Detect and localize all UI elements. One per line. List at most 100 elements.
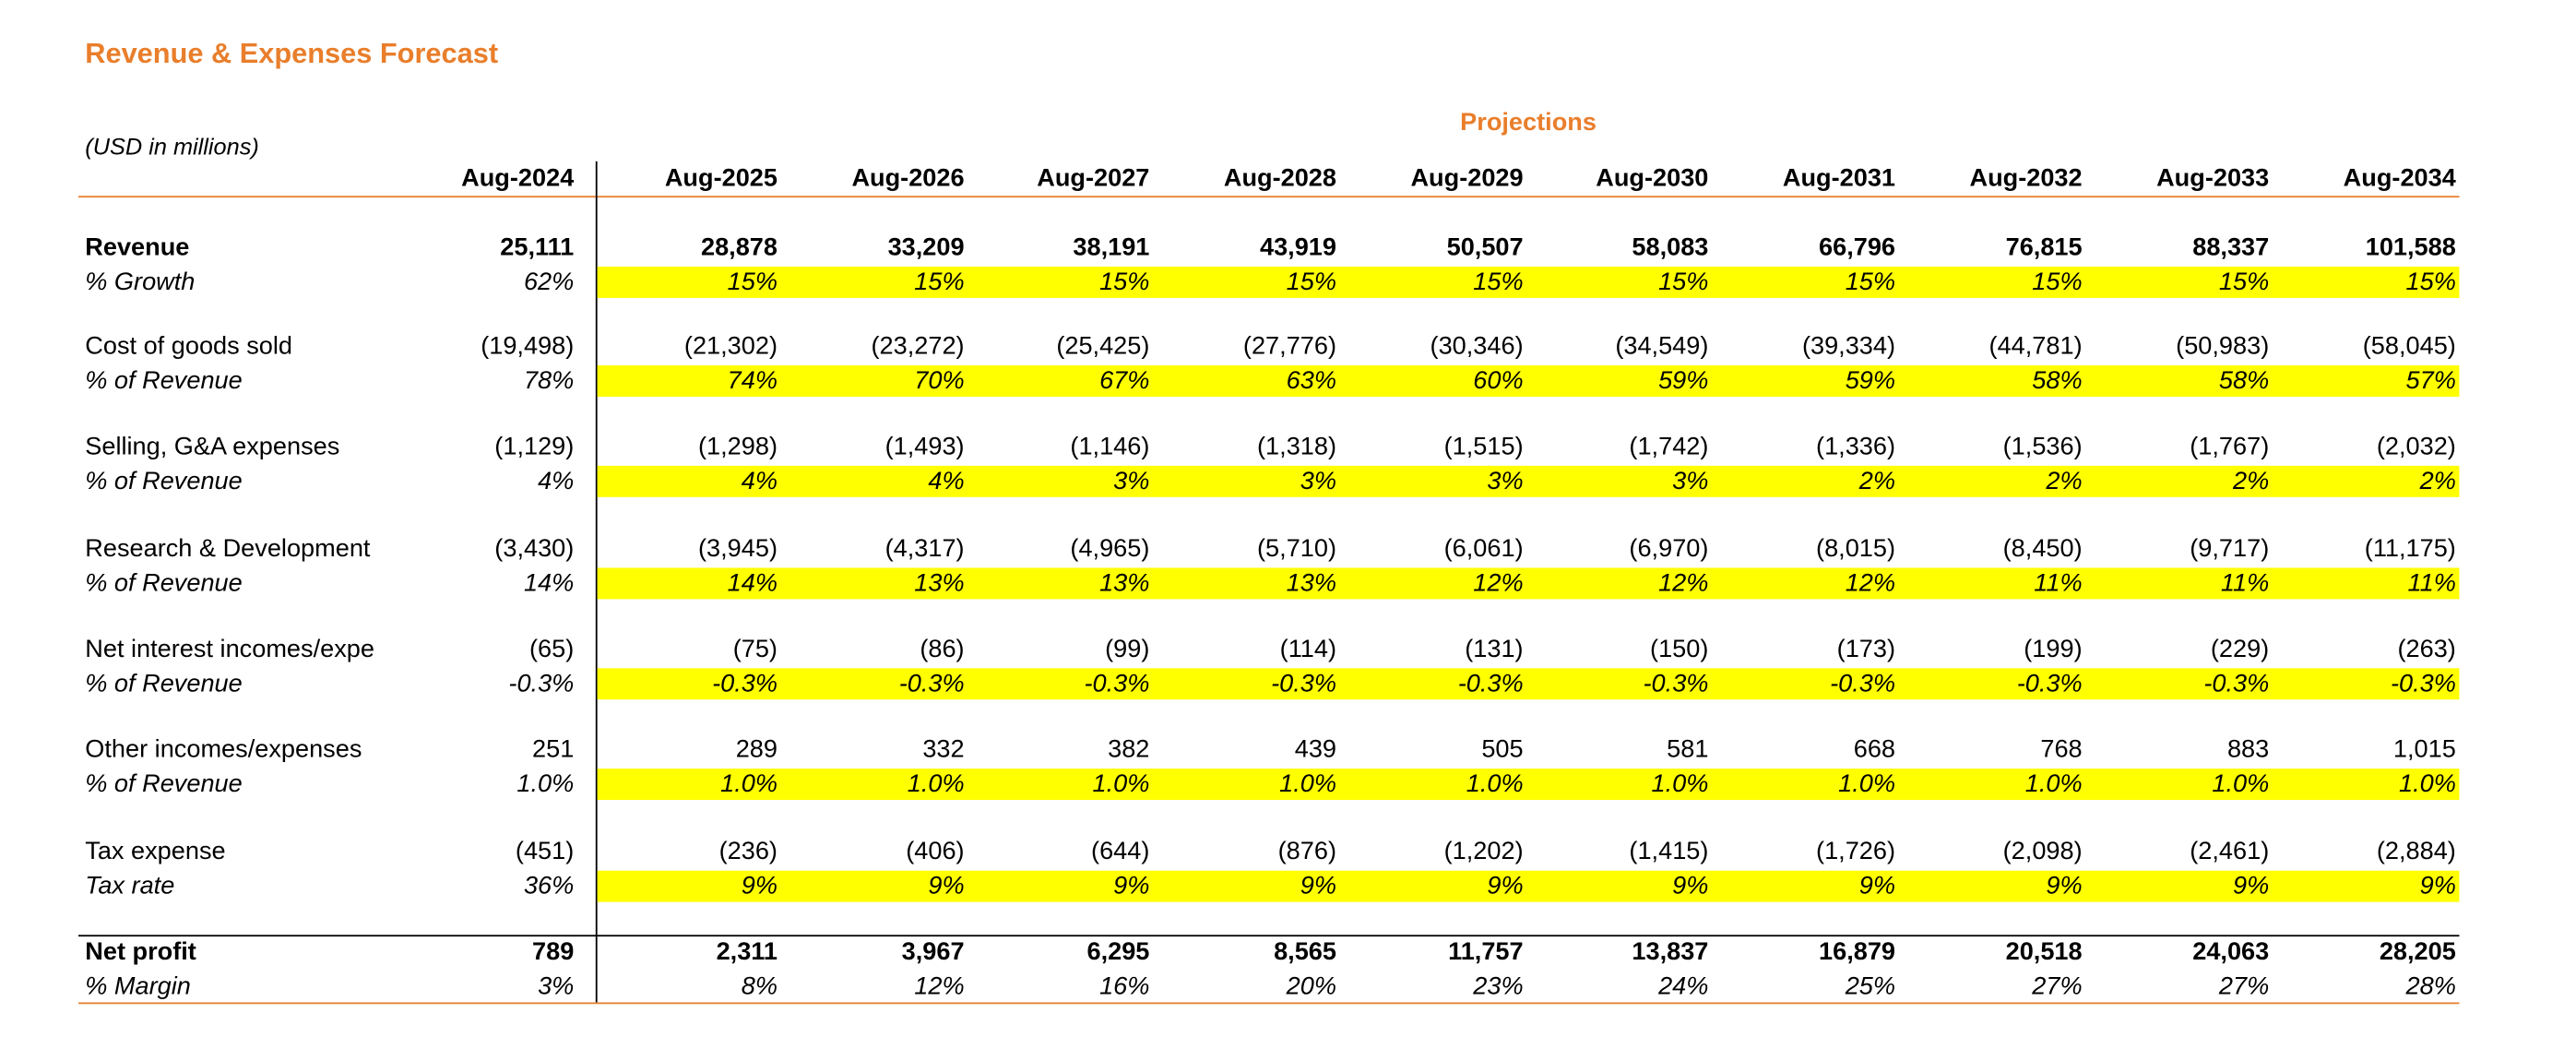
cell: 13,837 [1632,937,1709,967]
cell: 15% [1473,268,1524,297]
cell: (1,415) [1629,838,1709,866]
cell: -0.3% [508,670,575,698]
cell: (150) [1650,635,1709,663]
cell: 11% [2407,569,2456,598]
cell: 38,191 [1073,233,1150,262]
cell: (173) [1836,635,1896,663]
cell: 50,507 [1446,233,1524,262]
cell: (2,032) [2376,433,2456,461]
cell: 382 [1108,735,1150,764]
cell: 251 [532,735,575,764]
cell: 9% [1300,872,1337,900]
cell: (229) [2210,635,2270,663]
cell: 13% [1099,569,1150,598]
projections-label: Projections [1460,108,1597,137]
row-label: Selling, G&A expenses [85,433,340,461]
cell: (6,061) [1443,534,1524,564]
cell: 27% [2032,972,2083,1001]
row-label: % of Revenue [85,670,243,698]
cell: 1.0% [516,769,575,799]
cell: (3,430) [494,534,575,564]
input-highlight [597,267,2460,298]
cell: 9% [1487,872,1524,900]
cell: 1.0% [1466,769,1524,799]
cell: (30,346) [1430,332,1524,361]
row-label: Net interest incomes/expe [85,635,374,663]
column-header: Aug-2025 [664,164,778,193]
cell: 15% [727,268,778,297]
cell: (1,298) [698,433,778,461]
input-highlight [597,870,2460,902]
row-label: % Growth [85,268,196,297]
cell: 59% [1845,366,1896,396]
total-rule [78,935,2460,937]
units-note: (USD in millions) [85,133,259,161]
cell: 62% [523,268,575,297]
cell: (9,717) [2190,534,2270,564]
cell: 15% [1845,268,1896,297]
cell: (8,450) [2002,534,2083,564]
cell: (4,317) [884,534,965,564]
cell: 1,015 [2392,735,2456,764]
cell: -0.3% [898,670,965,698]
cell: 9% [2419,872,2456,900]
row-label: Tax rate [85,872,175,900]
cell: 63% [1286,366,1337,396]
cell: 505 [1481,735,1524,764]
cell: 101,588 [2365,233,2456,262]
cell: 9% [741,872,778,900]
cell: 15% [1286,268,1337,297]
cell: 24,063 [2192,937,2270,967]
cell: 28% [2405,972,2456,1001]
header-rule [78,196,2460,198]
cell: 24% [1658,972,1709,1001]
row-label: Net profit [85,937,196,967]
cell: -0.3% [712,670,778,698]
cell: 15% [2218,268,2270,297]
cell: (44,781) [1988,332,2083,361]
cell: 78% [523,366,575,396]
cell: 20% [1286,972,1337,1001]
cell: 9% [2233,872,2270,900]
cell: (1,202) [1443,838,1524,866]
column-header: Aug-2028 [1223,164,1337,193]
cell: 789 [532,937,575,967]
row-label: % of Revenue [85,366,243,396]
cell: 57% [2405,366,2456,396]
cell: 1.0% [1279,769,1337,799]
cell: (50,983) [2176,332,2270,361]
cell: 76,815 [2005,233,2083,262]
cell: -0.3% [1271,670,1337,698]
cell: 27% [2218,972,2270,1001]
cell: (114) [1279,635,1337,663]
cell: (25,425) [1056,332,1150,361]
cell: (2,461) [2190,838,2270,866]
cell: 8,565 [1274,937,1337,967]
row-label: % Margin [85,972,191,1001]
cell: (75) [732,635,778,663]
cell: 16,879 [1819,937,1896,967]
cell: (99) [1105,635,1150,663]
row-label: Revenue [85,233,190,262]
row-label: Research & Development [85,534,371,564]
cell: -0.3% [1643,670,1709,698]
cell: 6,295 [1086,937,1150,967]
row-label: % of Revenue [85,769,243,799]
cell: 1.0% [2212,769,2270,799]
cell: (1,493) [884,433,965,461]
cell: 59% [1658,366,1709,396]
cell: 74% [727,366,778,396]
cell: 58% [2032,366,2083,396]
cell: 12% [1473,569,1524,598]
cell: 2% [2046,467,2083,495]
cell: (1,129) [494,433,575,461]
cell: -0.3% [1457,670,1524,698]
column-header: Aug-2033 [2156,164,2270,193]
cell: 16% [1099,972,1150,1001]
cell: 3,967 [901,937,965,967]
cell: 25% [1845,972,1896,1001]
cell: 581 [1667,735,1709,764]
input-highlight [597,365,2460,397]
cell: -0.3% [2203,670,2270,698]
cell: 3% [1672,467,1709,495]
